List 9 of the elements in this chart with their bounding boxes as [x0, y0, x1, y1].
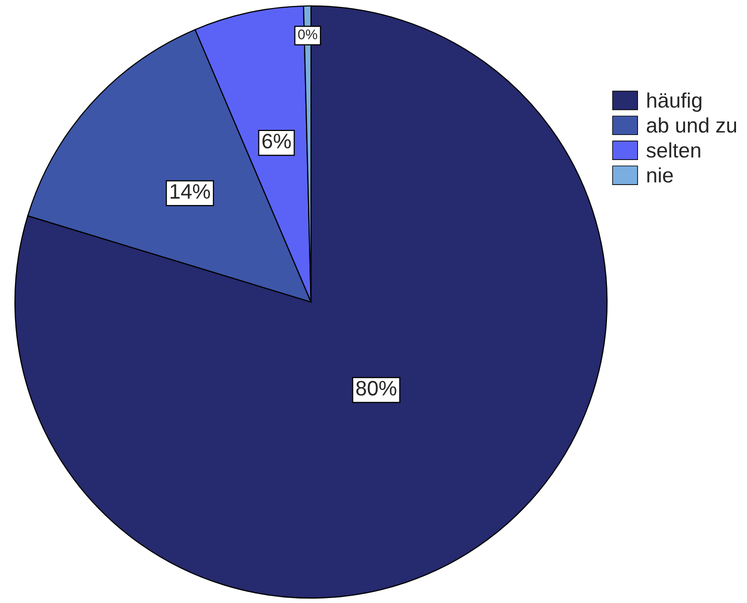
data-label: 0%: [298, 29, 318, 40]
legend-label: ab und zu: [646, 117, 736, 133]
data-label: 80%: [356, 380, 396, 396]
legend-label: selten: [646, 142, 700, 158]
legend-label: nie: [647, 167, 673, 183]
data-label: 6%: [262, 134, 291, 148]
pie-slice: [14, 5, 608, 599]
legend-label: häufig: [647, 92, 702, 112]
data-label: 14%: [170, 184, 210, 199]
